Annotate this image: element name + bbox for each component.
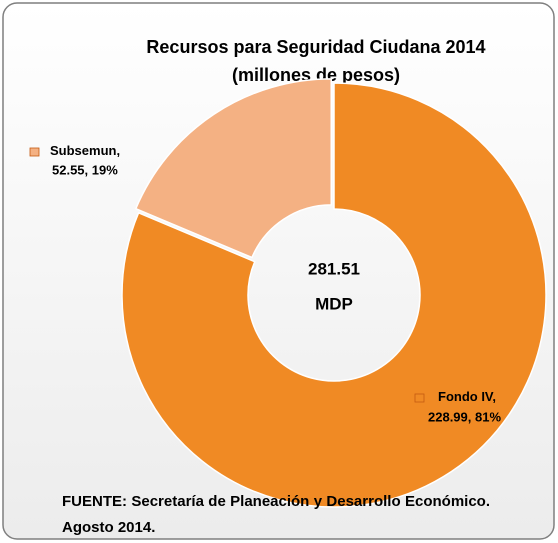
label-separator: , [492,389,496,404]
chart-title: Recursos para Seguridad Ciudana 2014 [146,37,485,57]
donut-slice [134,78,332,259]
data-label-name: Fondo IV, [438,389,496,404]
data-label-name: Subsemun, [50,143,120,158]
total-value: 281.51 [308,259,360,278]
data-label-value: 228.99, 81% [428,409,501,424]
legend-key [29,147,40,157]
total-unit: MDP [315,294,353,313]
data-label-value: 52.55, 19% [52,162,118,177]
source-note: FUENTE: Secretaría de Planeación y Desar… [62,493,490,536]
label-separator: , [116,143,120,158]
category-name: Subsemun [50,143,117,158]
donut-slice [121,82,547,508]
category-name: Fondo IV [438,389,494,404]
slices [121,78,547,508]
legend-key [414,393,425,403]
chart-subtitle: (millones de pesos) [232,65,400,85]
